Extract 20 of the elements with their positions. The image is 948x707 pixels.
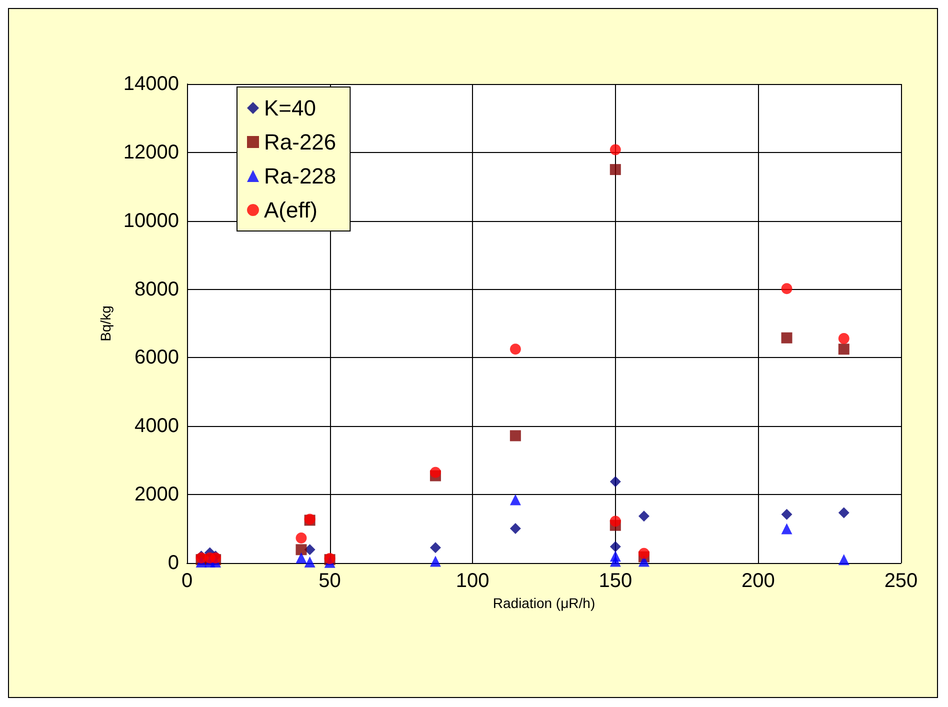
x-tick-label: 50 xyxy=(318,570,341,592)
legend-label: Ra-228 xyxy=(264,164,336,188)
y-tick-label: 2000 xyxy=(134,484,179,506)
x-tick-label: 250 xyxy=(884,570,918,592)
y-tick-label: 12000 xyxy=(123,141,179,164)
x-tick-label: 0 xyxy=(181,570,193,592)
y-tick-label: 0 xyxy=(168,552,179,574)
y-tick-label: 10000 xyxy=(123,210,179,232)
legend-label: K=40 xyxy=(264,96,316,120)
y-tick-label: 4000 xyxy=(134,415,179,438)
legend-label: Ra-226 xyxy=(264,130,336,154)
x-tick-label: 100 xyxy=(456,570,490,592)
legend-label: A(eff) xyxy=(264,198,318,222)
x-tick-label: 150 xyxy=(598,570,632,592)
y-tick-label: 6000 xyxy=(134,346,179,369)
y-tick-label: 8000 xyxy=(134,278,179,300)
y-axis-title: Bq/kg xyxy=(97,306,114,342)
x-axis-title: Radiation (μR/h) xyxy=(492,594,596,611)
x-tick-label: 200 xyxy=(742,570,775,592)
y-tick-label: 14000 xyxy=(123,73,179,95)
